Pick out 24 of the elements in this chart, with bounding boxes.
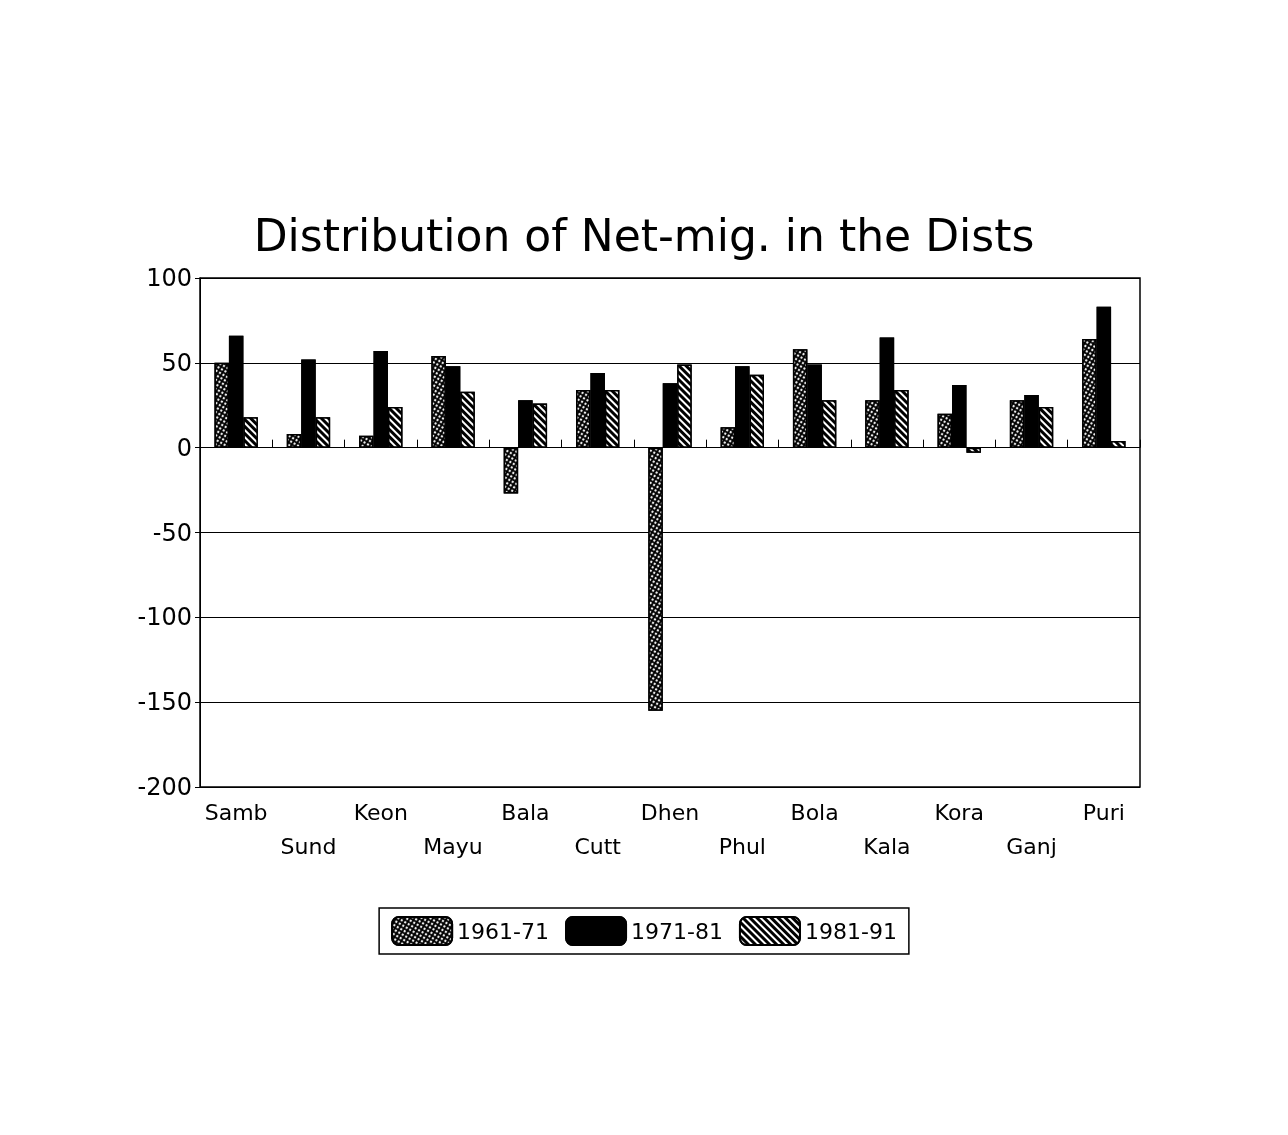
chart-title: Distribution of Net-mig. in the Dists (253, 209, 1035, 261)
x-tick-label: Phul (718, 833, 766, 859)
x-tick-label: Sund (280, 833, 337, 859)
x-tick-label: Bola (790, 799, 839, 825)
x-tick-label: Ganj (1006, 833, 1057, 859)
legend-label: 1981-91 (804, 918, 897, 944)
y-tick-label: -100 (137, 603, 192, 632)
x-tick-label: Puri (1082, 799, 1125, 825)
y-tick-label: -150 (137, 688, 192, 717)
x-tick-label: Kala (863, 833, 911, 859)
x-tick-label: Mayu (423, 833, 483, 859)
x-tick-label: Bala (501, 799, 550, 825)
legend-label: 1971-81 (631, 918, 723, 944)
x-tick-label: Samb (204, 799, 268, 825)
x-tick-label: Dhen (640, 799, 700, 825)
y-tick-label: 50 (161, 348, 192, 377)
legend-label: 1961-71 (457, 918, 550, 944)
x-tick-label: Keon (353, 799, 408, 825)
x-tick-label: Cutt (574, 833, 622, 859)
y-tick-label: 0 (176, 433, 192, 462)
y-tick-label: -200 (137, 773, 192, 801)
y-tick-label: -50 (152, 518, 192, 547)
x-tick-label: Kora (934, 799, 984, 825)
y-tick-label: 100 (146, 264, 192, 292)
